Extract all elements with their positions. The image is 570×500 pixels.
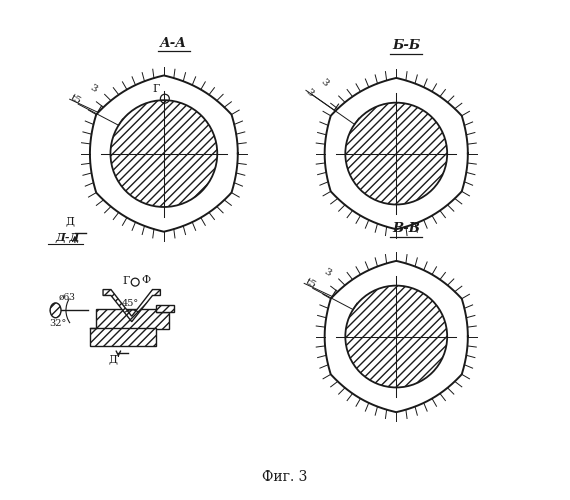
Text: Г: Г	[123, 276, 130, 285]
Polygon shape	[103, 290, 160, 322]
Text: t5: t5	[303, 277, 317, 290]
Text: Φ: Φ	[141, 275, 150, 285]
Text: 3: 3	[304, 86, 315, 98]
Polygon shape	[156, 306, 174, 312]
Text: 45°: 45°	[122, 299, 139, 308]
Circle shape	[345, 286, 447, 388]
Text: ø63: ø63	[59, 292, 76, 302]
Text: t5: t5	[69, 92, 83, 106]
Text: 3: 3	[88, 83, 98, 94]
Circle shape	[111, 100, 217, 207]
Text: А-А: А-А	[160, 37, 188, 50]
Polygon shape	[96, 310, 169, 329]
Text: Фиг. 3: Фиг. 3	[262, 470, 308, 484]
Text: 3: 3	[319, 76, 330, 88]
Polygon shape	[90, 76, 238, 232]
Polygon shape	[325, 78, 468, 229]
Text: Б-Б: Б-Б	[392, 39, 420, 52]
Text: В-В: В-В	[392, 222, 420, 235]
Text: 32°: 32°	[49, 318, 66, 328]
Ellipse shape	[50, 303, 61, 318]
Circle shape	[345, 102, 447, 204]
Polygon shape	[325, 261, 468, 412]
Text: Г: Г	[153, 84, 160, 94]
Polygon shape	[89, 328, 156, 346]
Text: 3: 3	[323, 267, 333, 278]
Text: Д-Д: Д-Д	[55, 232, 79, 243]
Text: Д: Д	[66, 216, 75, 226]
Text: Д: Д	[108, 354, 117, 364]
